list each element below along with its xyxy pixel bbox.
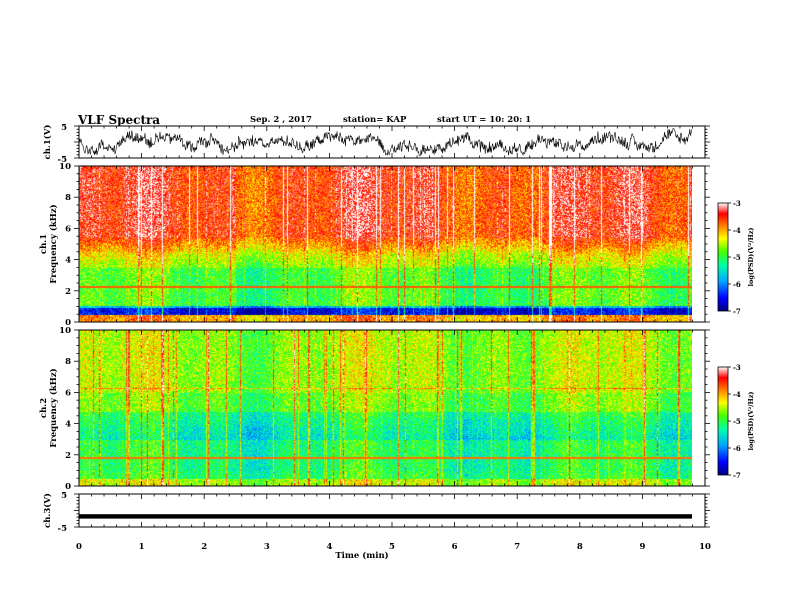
colorbar-tick-label: -4 [733,226,741,235]
y-tick-label: 10 [59,162,71,172]
colorbar-tick-label: -6 [733,280,741,289]
colorbar-label: log(PSD)(V²/Hz) [747,228,755,287]
x-tick-label: 7 [514,542,520,552]
date-label: Sep. 2 , 2017 [250,115,312,125]
y-tick-label: 5 [61,491,67,501]
y-axis-label: Frequency (kHz) [48,204,59,283]
x-tick-label: 1 [139,542,145,552]
y-axis-label-channel: ch.2 [39,398,49,418]
colorbar-label: log(PSD)(V²/Hz) [747,392,755,451]
x-tick-label: 5 [389,542,395,552]
x-tick-label: 3 [264,542,270,552]
x-tick-label: 0 [76,542,82,552]
y-tick-label: 4 [65,256,71,266]
colorbar-tick-label: -7 [733,471,741,480]
y-axis-label: ch.3(V) [42,493,53,528]
y-tick-label: -5 [58,524,68,534]
colorbar-s1 [717,202,729,312]
x-tick-label: 2 [201,542,207,552]
y-tick-label: 2 [65,287,71,297]
x-tick-label: 8 [577,542,583,552]
y-axis-label-channel: ch.1 [39,234,49,254]
colorbar-tick-label: -5 [733,417,741,426]
y-axis-label: ch.1(V) [42,125,53,160]
y-tick-label: 0 [65,482,71,492]
y-axis-label: Frequency (kHz) [48,368,59,447]
ch3-waveform-line [79,514,692,519]
x-tick-label: 6 [452,542,458,552]
x-axis-label: Time (min) [335,550,388,561]
colorbar-tick-label: -3 [733,199,741,208]
y-tick-label: 2 [65,451,71,461]
colorbar-tick-label: -6 [733,444,741,453]
x-tick-label: 9 [639,542,645,552]
y-tick-label: 4 [65,420,71,430]
ch1-waveform-line [78,128,692,156]
y-tick-label: 0 [65,318,71,328]
start-time-label: start UT = 10: 20: 1 [437,115,532,125]
y-tick-label: 8 [65,193,71,203]
colorbar-tick-label: -7 [733,307,741,316]
y-tick-label: 6 [65,224,71,234]
ch2-spectrogram-canvas [79,330,692,486]
y-tick-label: -5 [58,155,68,165]
colorbar-tick-label: -5 [733,253,741,262]
ch1-spectrogram [79,166,692,322]
y-tick-label: 6 [65,388,71,398]
y-tick-label: 8 [65,357,71,367]
y-tick-label: 5 [61,123,67,133]
ch2-spectrogram [79,330,692,486]
station-label: station= KAP [343,115,407,125]
x-tick-label: 4 [326,542,332,552]
colorbar-s2 [717,366,729,476]
colorbar-tick-label: -4 [733,390,741,399]
colorbar-tick-label: -3 [733,363,741,372]
x-tick-label: 10 [699,542,711,552]
y-tick-label: 10 [59,326,71,336]
ch1-spectrogram-canvas [79,166,692,322]
chart-title: VLF Spectra [78,113,161,127]
